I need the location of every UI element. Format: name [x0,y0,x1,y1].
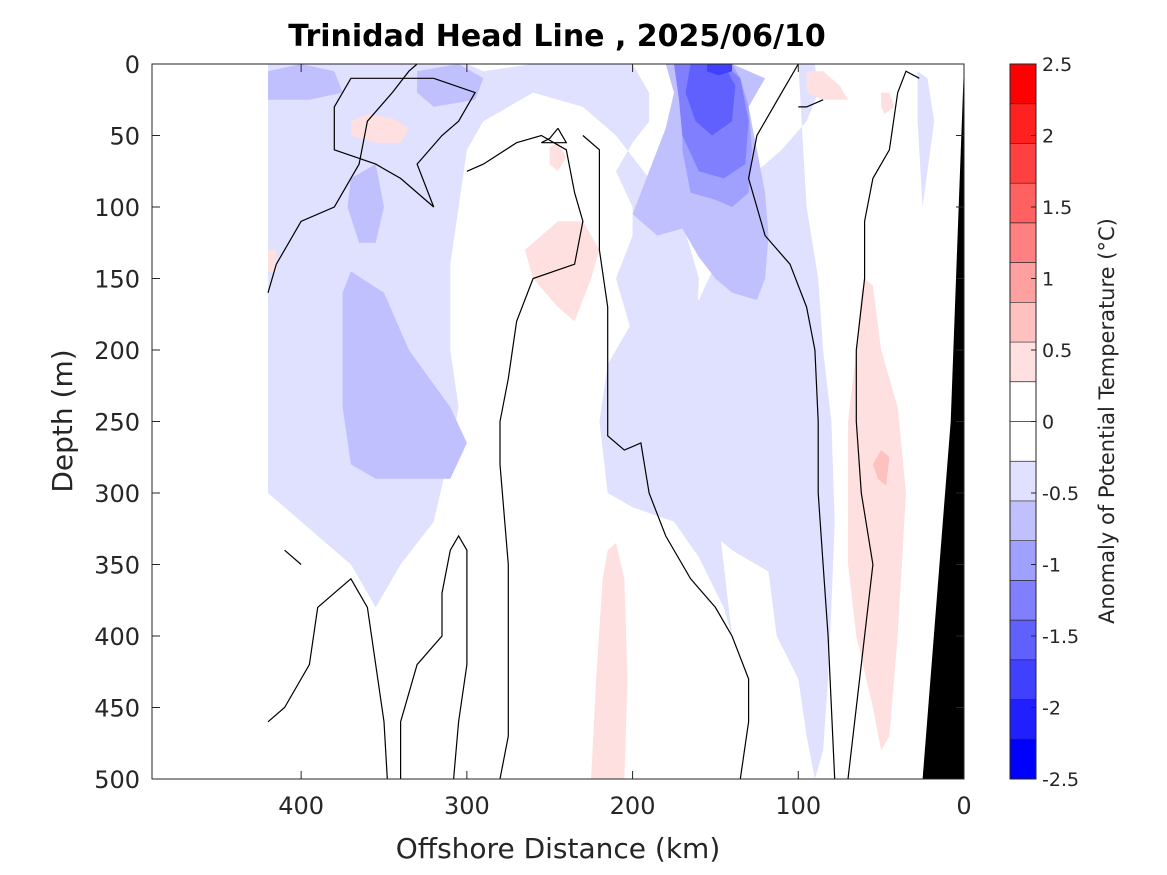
colorbar-segment-15 [1010,659,1036,701]
colorbar-segment-6 [1010,302,1036,343]
y-tick-label: 200 [94,337,140,365]
anomaly-region-16 [524,221,600,322]
anomaly-region-5 [342,271,467,479]
y-axis-ticks: 0 50 100 150 200 250 300 350 400 450 500 [94,51,964,794]
zero-contour-layer [267,64,920,779]
chart-title: Trinidad Head Line , 2025/06/10 [288,19,825,54]
x-tick-label: 0 [956,792,971,820]
zero-contour-4 [267,577,388,779]
y-tick-label: 300 [94,480,140,508]
colorbar-segment-2 [1010,143,1036,184]
colorbar-tick-label: 0.5 [1042,340,1072,362]
colorbar-tick-label: -2 [1042,698,1061,720]
x-tick-label: 300 [444,792,490,820]
anomaly-region-19 [872,450,890,486]
zero-contour-5 [400,534,468,779]
anomaly-region-4 [347,164,384,243]
anomaly-region-9 [685,64,736,136]
anomaly-region-17 [591,543,628,779]
colorbar-segment-16 [1010,699,1036,740]
anomaly-region-15 [549,142,567,172]
colorbar-tick-label: -1.5 [1042,626,1079,648]
y-tick-label: 500 [94,766,140,794]
x-axis-label: Offshore Distance (km) [396,832,721,865]
colorbar-tick-label: 1.5 [1042,197,1072,219]
colorbar-segment-0 [1010,64,1036,105]
anomaly-region-18 [848,278,906,751]
bathymetry-shelf [922,64,964,779]
colorbar-segment-4 [1010,222,1036,264]
zero-contour-3 [267,64,418,293]
y-tick-label: 100 [94,194,140,222]
anomaly-region-0 [268,64,835,779]
y-tick-label: 450 [94,695,140,723]
y-axis-label: Depth (m) [46,349,79,492]
colorbar-segment-12 [1010,540,1036,581]
colorbar-segment-7 [1010,342,1036,383]
colorbar-segment-9 [1010,421,1036,462]
zero-contour-0 [333,77,476,208]
colorbar-segment-13 [1010,580,1036,621]
anomaly-fill-layer [268,64,935,779]
colorbar-tick-label: 2.5 [1042,54,1072,76]
colorbar-tick-label: 1 [1042,269,1054,291]
colorbar-tick-label: 0 [1042,412,1054,434]
zero-contour-9 [284,549,302,565]
zero-contour-6 [747,64,836,779]
colorbar-tick-label: 2 [1042,126,1054,148]
anomaly-region-1 [917,71,935,236]
colorbar-segment-11 [1010,500,1036,542]
y-tick-label: 400 [94,623,140,651]
colorbar: 2.5 2 1.5 1 0.5 0 -0.5 -1 -1.5 -2 -2.5 [1009,54,1079,791]
colorbar-tick-label: -2.5 [1042,769,1079,791]
colorbar-tick-label: -0.5 [1042,483,1079,505]
anomaly-region-13 [881,92,895,115]
colorbar-tick-label: -1 [1042,555,1061,577]
zero-contour-2 [582,135,750,779]
colorbar-segment-1 [1010,103,1036,144]
y-tick-label: 50 [109,123,140,151]
zero-contour-10 [541,127,568,144]
zero-contour-7 [798,99,824,108]
colorbar-segment-14 [1010,620,1036,661]
x-tick-label: 400 [278,792,324,820]
bathymetry-layer [922,64,964,779]
anomaly-region-12 [806,71,848,100]
anomaly-region-3 [417,64,484,107]
colorbar-label: Anomaly of Potential Temperature (°C) [1095,218,1119,624]
colorbar-segment-17 [1010,739,1036,780]
x-tick-label: 200 [610,792,656,820]
anomaly-region-11 [350,114,409,143]
y-tick-label: 250 [94,409,140,437]
x-axis-ticks: 400 300 200 100 0 [278,64,972,820]
colorbar-segment-5 [1010,262,1036,303]
colorbar-segment-10 [1010,461,1036,502]
x-tick-label: 100 [775,792,821,820]
zero-contour-8 [847,70,920,779]
colorbar-segment-3 [1010,183,1036,224]
anomaly-region-2 [268,64,343,100]
zero-contour-1 [466,134,584,779]
anomaly-region-14 [268,249,277,272]
y-tick-label: 0 [125,51,140,79]
y-tick-label: 150 [94,266,140,294]
anomaly-region-10 [707,64,732,76]
y-tick-label: 350 [94,552,140,580]
colorbar-segment-8 [1010,381,1036,422]
